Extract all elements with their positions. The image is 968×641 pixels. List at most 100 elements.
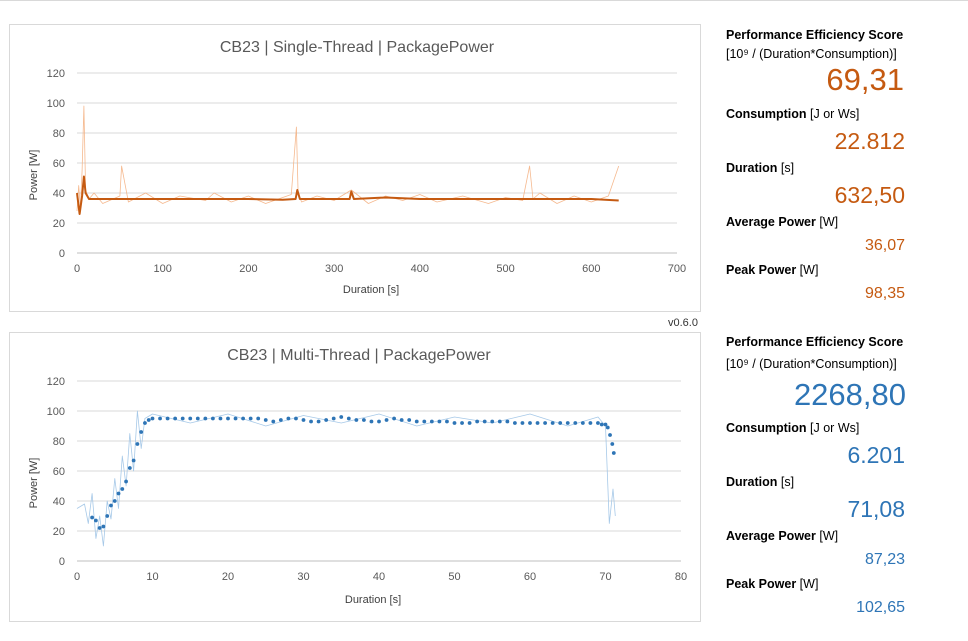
data-point xyxy=(146,418,151,422)
data-point xyxy=(354,418,359,422)
data-point xyxy=(143,421,147,425)
data-point xyxy=(165,416,170,421)
data-point xyxy=(565,421,570,425)
x-tick-label: 50 xyxy=(448,571,460,583)
x-tick-label: 500 xyxy=(496,263,514,275)
y-tick-label: 60 xyxy=(53,158,65,170)
data-point xyxy=(422,419,427,424)
data-point xyxy=(452,421,457,425)
x-axis-label: Duration [s] xyxy=(345,594,401,606)
data-point xyxy=(573,421,578,425)
data-point xyxy=(505,419,510,424)
x-tick-label: 40 xyxy=(373,571,385,583)
score-formula: [10⁹ / (Duration*Consumption)] xyxy=(726,357,897,371)
avg-power-value: 87,23 xyxy=(864,551,905,568)
duration-label: Duration [s] xyxy=(726,161,795,175)
data-point xyxy=(490,419,495,424)
x-tick-label: 80 xyxy=(675,571,687,583)
peak-power-value: 102,65 xyxy=(856,599,905,616)
duration-value: 632,50 xyxy=(834,182,905,208)
y-tick-label: 0 xyxy=(59,248,65,260)
score-formula: [10⁹ / (Duration*Consumption)] xyxy=(726,47,897,61)
data-point xyxy=(309,419,313,424)
y-tick-label: 20 xyxy=(53,218,65,230)
score-value: 69,31 xyxy=(826,62,904,97)
data-point xyxy=(93,518,98,523)
avg-power-value: 36,07 xyxy=(864,237,905,254)
peak-power-label: Peak Power [W] xyxy=(726,263,819,277)
consumption-label: Consumption [J or Ws] xyxy=(726,421,860,435)
data-point xyxy=(286,416,291,421)
data-point xyxy=(414,419,419,424)
data-point xyxy=(124,479,128,484)
peak-power-value: 98,35 xyxy=(864,285,905,302)
data-point xyxy=(331,416,336,421)
y-tick-label: 0 xyxy=(59,556,65,568)
data-point xyxy=(116,491,121,496)
data-point xyxy=(301,418,306,422)
avg-power-label: Average Power [W] xyxy=(726,215,839,229)
data-point xyxy=(158,416,162,421)
chart-title: CB23 | Single-Thread | PackagePower xyxy=(220,39,495,56)
x-tick-label: 20 xyxy=(222,571,234,583)
data-point xyxy=(211,416,215,421)
y-tick-label: 40 xyxy=(53,496,65,508)
data-point xyxy=(588,421,593,425)
score-value: 2268,80 xyxy=(793,377,906,412)
data-point xyxy=(603,422,608,427)
data-point xyxy=(520,421,525,425)
y-tick-label: 80 xyxy=(53,436,65,448)
data-point xyxy=(120,487,125,491)
x-tick-label: 30 xyxy=(297,571,309,583)
data-point xyxy=(605,425,610,430)
data-point xyxy=(233,416,238,421)
single-thread-stats: Performance Efficiency Score [10⁹ / (Dur… xyxy=(726,28,908,304)
data-point xyxy=(150,416,155,421)
data-point xyxy=(241,416,246,421)
x-tick-label: 300 xyxy=(325,263,343,275)
multi-thread-chart[interactable]: 0 20 40 60 80 100 120 0 10 20 30 40 50 60 70 80 CB23 | M… xyxy=(9,332,701,622)
data-point xyxy=(482,419,487,424)
x-tick-label: 0 xyxy=(74,571,80,583)
score-title: Performance Efficiency Score xyxy=(726,335,904,349)
score-title: Performance Efficiency Score xyxy=(726,28,904,42)
x-tick-label: 100 xyxy=(154,263,172,275)
x-tick-label: 400 xyxy=(411,263,429,275)
data-point xyxy=(188,416,193,421)
data-point xyxy=(596,421,600,425)
data-point xyxy=(429,419,434,424)
data-point xyxy=(127,466,132,470)
data-point xyxy=(105,514,110,518)
data-point xyxy=(558,421,563,425)
data-point xyxy=(294,416,298,421)
x-tick-label: 600 xyxy=(582,263,600,275)
data-point xyxy=(528,421,532,425)
data-point xyxy=(324,418,329,422)
data-point xyxy=(437,419,442,424)
x-tick-label: 10 xyxy=(146,571,158,583)
data-point xyxy=(346,416,351,421)
data-point xyxy=(608,433,612,437)
data-point xyxy=(203,416,208,421)
data-point xyxy=(109,503,113,508)
data-point xyxy=(535,421,540,425)
raw-series-line xyxy=(76,105,620,212)
data-point xyxy=(97,526,102,530)
data-point xyxy=(135,442,140,446)
y-tick-label: 60 xyxy=(53,466,65,478)
data-point xyxy=(497,419,502,424)
data-point xyxy=(611,451,616,455)
consumption-label: Consumption [J or Ws] xyxy=(726,107,860,121)
data-point xyxy=(580,421,585,425)
data-point xyxy=(271,419,276,424)
single-thread-chart[interactable]: 0 20 40 60 80 100 120 0 100 200 300 400 500 600 700 CB2… xyxy=(9,24,701,312)
data-point xyxy=(610,442,615,446)
chart-title: CB23 | Multi-Thread | PackagePower xyxy=(227,347,491,364)
x-tick-label: 200 xyxy=(239,263,257,275)
duration-label: Duration [s] xyxy=(726,475,795,489)
x-tick-label: 70 xyxy=(599,571,611,583)
single-thread-plot: 0 20 40 60 80 100 120 0 100 200 300 400 500 600 700 CB2… xyxy=(28,39,686,296)
avg-power-label: Average Power [W] xyxy=(726,529,839,543)
multi-thread-stats: Performance Efficiency Score [10⁹ / (Dur… xyxy=(726,335,908,618)
data-point xyxy=(543,421,547,425)
